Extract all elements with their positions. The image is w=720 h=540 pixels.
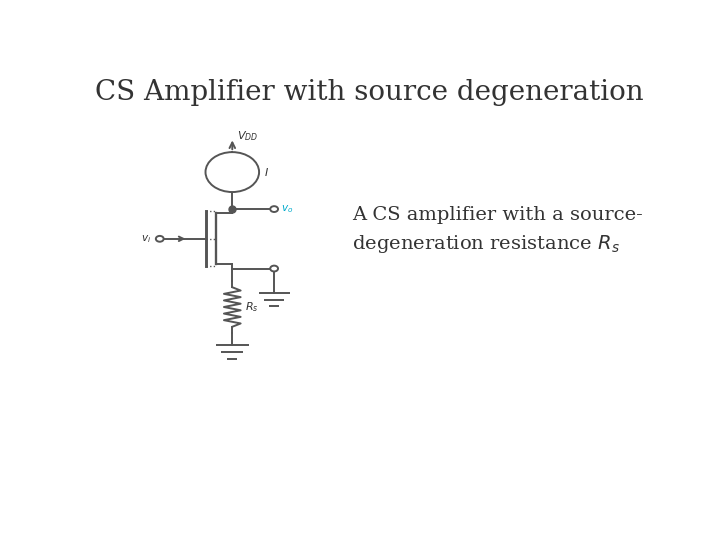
- Text: $V_{DD}$: $V_{DD}$: [237, 129, 258, 143]
- Text: A CS amplifier with a source-: A CS amplifier with a source-: [352, 206, 643, 224]
- Circle shape: [270, 266, 278, 272]
- Text: $v_o$: $v_o$: [281, 203, 293, 215]
- Text: $R_s$: $R_s$: [245, 300, 258, 314]
- Circle shape: [270, 206, 278, 212]
- Text: $I$: $I$: [264, 166, 269, 178]
- Text: degeneration resistance $R_s$: degeneration resistance $R_s$: [352, 233, 620, 255]
- Circle shape: [156, 236, 163, 242]
- Circle shape: [205, 152, 259, 192]
- Text: CS Amplifier with source degeneration: CS Amplifier with source degeneration: [95, 79, 643, 106]
- Text: $v_i$: $v_i$: [141, 233, 151, 245]
